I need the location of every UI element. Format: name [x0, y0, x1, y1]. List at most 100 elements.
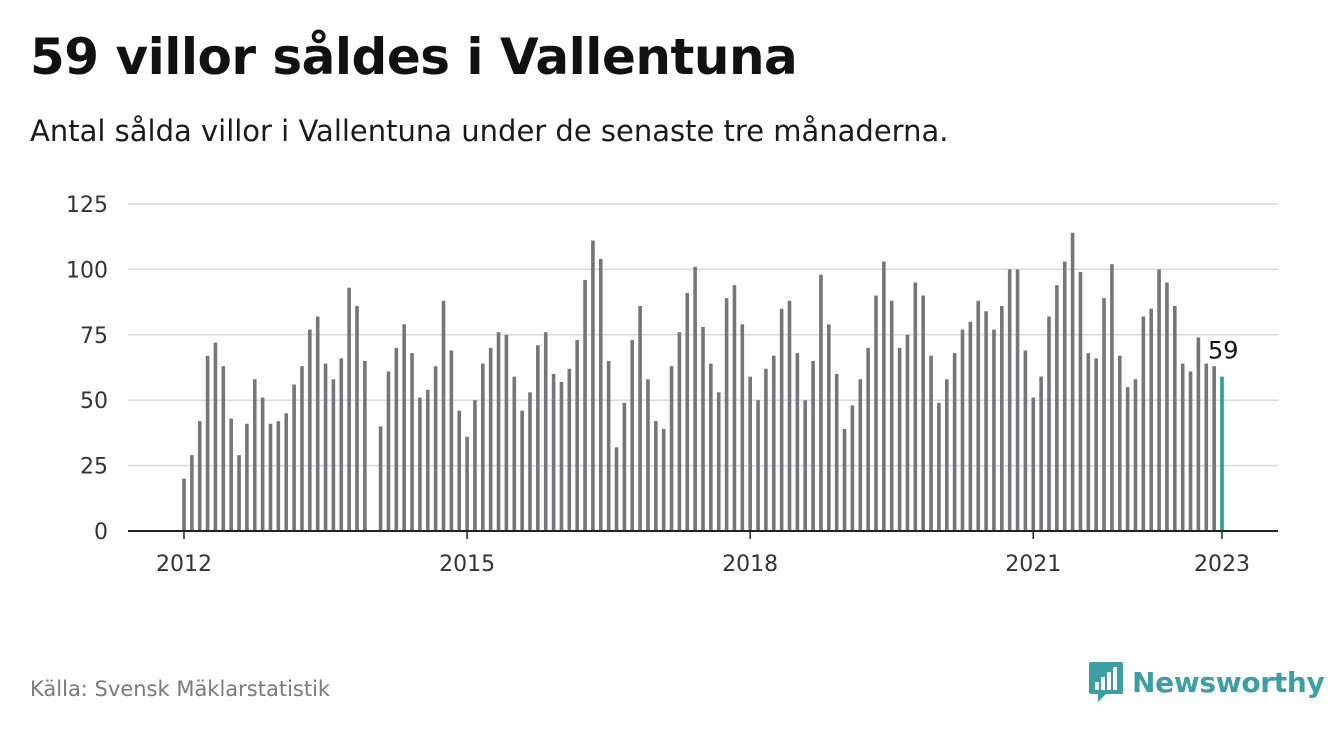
bar: [803, 400, 808, 531]
y-tick-label: 75: [80, 324, 108, 349]
bar: [1141, 316, 1146, 531]
bar: [1031, 397, 1036, 531]
bar: [1110, 264, 1114, 531]
bar: [1086, 353, 1091, 531]
bar: [905, 334, 910, 531]
bar: [929, 355, 933, 531]
bar: [284, 413, 289, 531]
bar: [567, 368, 572, 531]
bar: [1149, 308, 1154, 531]
bar: [976, 300, 981, 531]
x-tick-label: 2018: [722, 552, 778, 577]
bar: [685, 292, 690, 531]
bar: [992, 329, 996, 531]
bar: [740, 324, 745, 531]
y-tick-label: 100: [66, 258, 108, 283]
bar: [347, 287, 351, 531]
bar: [944, 379, 949, 531]
bar: [716, 392, 721, 531]
bar: [197, 421, 202, 531]
bar: [1047, 316, 1051, 531]
bar: [748, 376, 752, 531]
bar: [182, 478, 186, 531]
bar: [504, 334, 509, 531]
bar: [701, 326, 705, 531]
bar: [1000, 306, 1004, 531]
bar: [205, 355, 210, 531]
bar: [276, 421, 281, 531]
bar: [669, 366, 674, 531]
bar: [606, 360, 611, 531]
bar: [795, 353, 800, 531]
bar: [960, 329, 965, 531]
bar: [1188, 371, 1193, 531]
bar: [237, 455, 241, 531]
bar: [913, 282, 918, 531]
bar: [425, 389, 430, 531]
bar: [1007, 269, 1012, 531]
bar: [811, 360, 815, 531]
bar-chart: 0 25 50 75 100 125 2012 2015 2018 2021 2023 59: [66, 193, 1278, 577]
bar: [323, 363, 328, 531]
bar: [591, 240, 595, 531]
bar: [394, 347, 399, 531]
bar: [889, 300, 894, 531]
bar: [1204, 363, 1209, 531]
bar: [512, 376, 517, 531]
bar: [229, 418, 233, 531]
bar: [260, 397, 265, 531]
bar: [677, 332, 682, 531]
chart-title: 59 villor såldes i Vallentuna: [30, 28, 798, 86]
bar: [1023, 350, 1028, 531]
bar: [331, 379, 336, 531]
bar: [827, 324, 831, 531]
chart-subtitle: Antal sålda villor i Vallentuna under de…: [30, 114, 949, 148]
bar: [190, 455, 194, 531]
bar: [1125, 387, 1130, 531]
bar: [779, 308, 784, 531]
bar: [921, 295, 925, 531]
y-tick-label: 125: [66, 193, 108, 218]
bar: [1117, 355, 1122, 531]
bar: [787, 300, 792, 531]
bar: [496, 332, 501, 531]
bar: [819, 274, 823, 531]
bar: [693, 266, 697, 531]
bar: [1165, 282, 1169, 531]
bar: [245, 423, 249, 531]
bar: [756, 400, 760, 531]
bar: [1102, 298, 1106, 531]
bar: [386, 371, 391, 531]
bar: [1180, 363, 1185, 531]
bar: [598, 258, 603, 531]
highlight-data-label: 59: [1208, 337, 1239, 365]
bar: [646, 379, 650, 531]
bar: [378, 426, 383, 531]
y-tick-label: 25: [80, 455, 108, 480]
bar: [410, 353, 414, 531]
bar: [543, 332, 548, 531]
bar: [984, 311, 988, 531]
bar: [630, 340, 635, 531]
brand-logo[interactable]: Newsworthy: [1088, 660, 1325, 704]
bar: [1196, 337, 1201, 531]
bar: [252, 379, 257, 531]
bar: [300, 366, 304, 531]
bar: [1070, 232, 1075, 531]
bar: [418, 397, 422, 531]
bar: [528, 392, 532, 531]
x-tick-label: 2012: [156, 552, 212, 577]
bar: [897, 347, 902, 531]
bar: [551, 374, 556, 531]
bar: [1039, 376, 1043, 531]
bar: [1173, 306, 1177, 531]
bar: [622, 402, 627, 531]
bar: [654, 421, 658, 531]
bar: [536, 345, 540, 531]
bar: [661, 428, 666, 531]
bar: [481, 363, 485, 531]
bar: [874, 295, 878, 531]
y-tick-label: 0: [94, 520, 108, 545]
bar: [583, 279, 587, 531]
bar: [473, 400, 477, 531]
